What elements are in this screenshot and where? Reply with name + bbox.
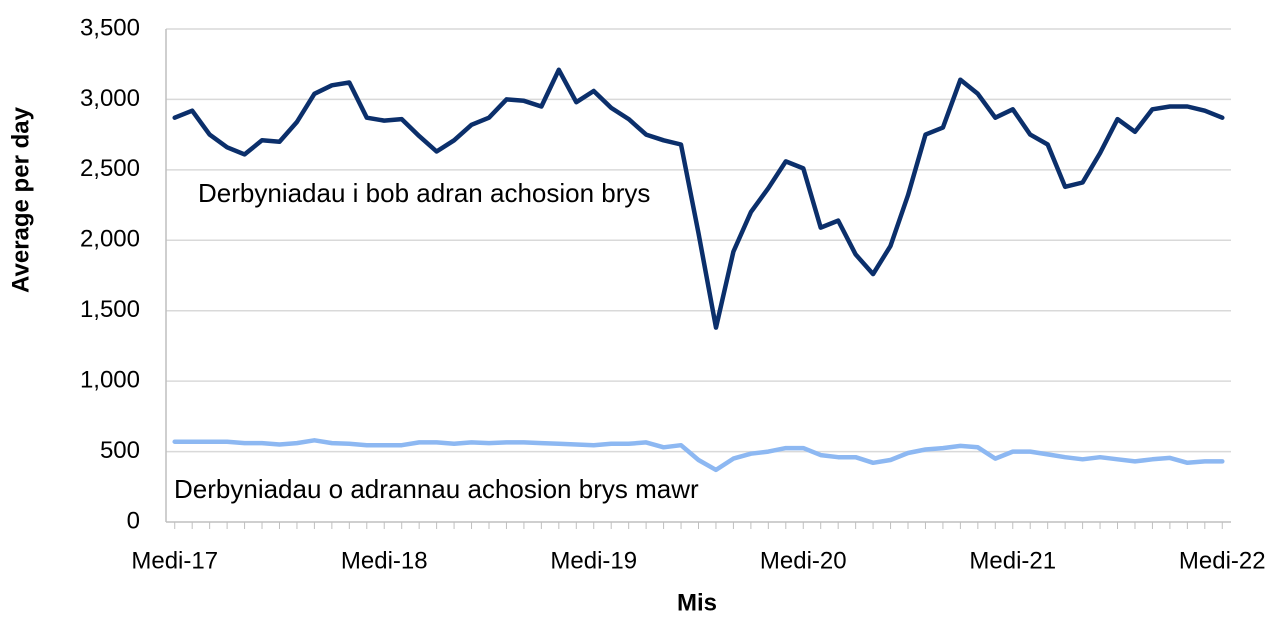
series-line (172, 67, 1225, 330)
x-tick-label: Medi-22 (1179, 547, 1266, 574)
y-tick-label: 3,000 (80, 85, 140, 112)
series-label: Derbyniadau i bob adran achosion brys (198, 178, 651, 208)
y-tick-label: 2,500 (80, 155, 140, 182)
x-tick-label: Medi-20 (760, 547, 847, 574)
series-label: Derbyniadau o adrannau achosion brys maw… (174, 474, 699, 504)
x-tick-label: Medi-21 (969, 547, 1056, 574)
x-tick-label: Medi-19 (550, 547, 637, 574)
x-axis-title: Mis (677, 589, 717, 616)
y-tick-label: 500 (100, 437, 140, 464)
series-line (172, 438, 1225, 473)
y-tick-label: 0 (127, 507, 140, 534)
y-tick-label: 1,000 (80, 366, 140, 393)
x-tick-label: Medi-17 (131, 547, 218, 574)
y-tick-label: 1,500 (80, 296, 140, 323)
y-tick-label: 3,500 (80, 14, 140, 41)
y-tick-label: 2,000 (80, 226, 140, 253)
y-axis-title: Average per day (7, 106, 34, 293)
x-tick-label: Medi-18 (341, 547, 428, 574)
